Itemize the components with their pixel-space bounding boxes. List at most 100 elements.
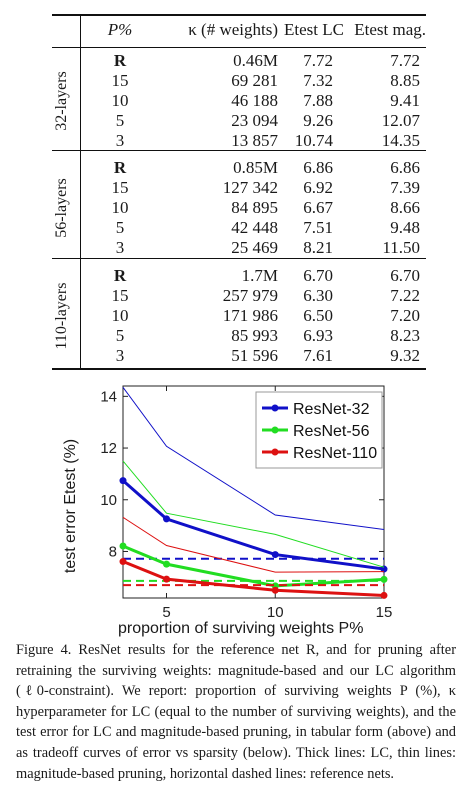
cell-etest-lc: 8.21 bbox=[303, 238, 333, 257]
cell-etest-mag: 6.70 bbox=[390, 266, 420, 285]
y-tick-label: 12 bbox=[100, 440, 117, 457]
cell-etest-mag: 8.85 bbox=[390, 71, 420, 90]
lc-point bbox=[271, 551, 279, 559]
cell-etest-lc: 6.92 bbox=[303, 178, 333, 197]
table-header-rule bbox=[52, 47, 426, 48]
cell-p: 10 bbox=[111, 91, 129, 110]
cell-etest-lc: 6.70 bbox=[303, 266, 333, 285]
x-tick-label: 10 bbox=[267, 604, 284, 621]
cell-etest-lc: 7.88 bbox=[303, 91, 333, 110]
cell-kappa: 1.7M bbox=[241, 266, 278, 285]
table-group-rule bbox=[52, 150, 426, 151]
cell-etest-lc: 7.32 bbox=[303, 71, 333, 90]
cell-etest-mag: 12.07 bbox=[381, 111, 420, 130]
figure-caption: Figure 4. ResNet results for the referen… bbox=[16, 642, 456, 782]
group-label: 32-layers bbox=[53, 71, 70, 131]
lc-point bbox=[119, 542, 127, 550]
x-axis-title: proportion of surviving weights P% bbox=[118, 620, 364, 637]
cell-kappa: 0.46M bbox=[233, 51, 278, 70]
header-etest-mag: Etest mag. bbox=[354, 20, 426, 39]
cell-etest-mag: 7.72 bbox=[390, 51, 420, 70]
cell-etest-mag: 14.35 bbox=[381, 131, 420, 150]
table-top-rule bbox=[52, 14, 426, 16]
legend-swatch-marker bbox=[271, 404, 279, 412]
chart-svg: 5 10 15 8 10 12 14 ResNet-32 ResNet-56 ResNet-110 bbox=[100, 385, 393, 621]
cell-kappa: 51 596 bbox=[231, 346, 278, 365]
cell-p: 15 bbox=[111, 178, 129, 197]
cell-p: 3 bbox=[115, 346, 125, 365]
magnitude-series-line bbox=[122, 516, 385, 573]
magnitude-series-line bbox=[122, 386, 385, 530]
cell-kappa: 171 986 bbox=[222, 306, 278, 325]
cell-etest-lc: 9.26 bbox=[303, 111, 333, 130]
lc-series-line bbox=[122, 479, 385, 571]
lc-point bbox=[163, 560, 170, 568]
cell-etest-lc: 6.86 bbox=[303, 158, 333, 177]
cell-p: 15 bbox=[111, 286, 129, 305]
cell-p: R bbox=[113, 266, 127, 285]
cell-kappa: 13 857 bbox=[231, 131, 278, 150]
plot-frame bbox=[122, 385, 385, 599]
cell-etest-mag: 6.86 bbox=[390, 158, 420, 177]
tradeoff-chart: 5 10 15 8 10 12 14 ResNet-32 ResNet-56 ResNet-110 bbox=[60, 382, 460, 642]
cell-etest-mag: 11.50 bbox=[382, 238, 420, 257]
lc-point bbox=[380, 575, 388, 583]
table-bottom-rule bbox=[52, 368, 426, 370]
y-tick-label: 14 bbox=[100, 388, 117, 405]
cell-p: 5 bbox=[115, 326, 125, 345]
cell-p: 3 bbox=[115, 238, 125, 257]
cell-etest-lc: 10.74 bbox=[294, 131, 333, 150]
lc-series-line bbox=[122, 560, 385, 597]
results-table: P% κ (# weights) Etest LC Etest mag. 32-… bbox=[0, 0, 467, 372]
cell-etest-lc: 6.30 bbox=[303, 286, 333, 305]
cell-etest-lc: 7.72 bbox=[303, 51, 333, 70]
cell-kappa: 127 342 bbox=[222, 178, 278, 197]
y-tick-label: 10 bbox=[100, 492, 117, 509]
x-tick-label: 5 bbox=[162, 604, 170, 621]
lc-point bbox=[163, 515, 170, 523]
cell-etest-mag: 9.48 bbox=[390, 218, 420, 237]
lc-point bbox=[271, 586, 279, 594]
table-column-separator bbox=[80, 14, 81, 369]
y-tick-label: 8 bbox=[109, 543, 117, 560]
header-etest-lc: Etest LC bbox=[284, 20, 344, 39]
cell-p: 5 bbox=[115, 111, 125, 130]
cell-kappa: 25 469 bbox=[231, 238, 278, 257]
lc-point bbox=[380, 591, 388, 599]
cell-etest-lc: 6.93 bbox=[303, 326, 333, 345]
cell-etest-mag: 7.20 bbox=[390, 306, 420, 325]
cell-kappa: 42 448 bbox=[231, 218, 278, 237]
cell-kappa: 84 895 bbox=[231, 198, 278, 217]
lc-point bbox=[380, 565, 388, 573]
cell-kappa: 23 094 bbox=[231, 111, 278, 130]
cell-p: 15 bbox=[111, 71, 129, 90]
cell-kappa: 0.85M bbox=[233, 158, 278, 177]
cell-p: 5 bbox=[115, 218, 125, 237]
cell-etest-mag: 7.22 bbox=[390, 286, 420, 305]
legend-label: ResNet-32 bbox=[293, 401, 370, 418]
cell-p: R bbox=[113, 158, 127, 177]
header-p: P% bbox=[107, 20, 133, 39]
cell-etest-lc: 7.51 bbox=[303, 218, 333, 237]
cell-etest-lc: 6.67 bbox=[303, 198, 333, 217]
lc-point bbox=[119, 558, 127, 566]
cell-etest-mag: 8.66 bbox=[390, 198, 420, 217]
cell-etest-mag: 9.41 bbox=[390, 91, 420, 110]
cell-etest-mag: 8.23 bbox=[390, 326, 420, 345]
cell-kappa: 69 281 bbox=[231, 71, 278, 90]
group-label: 56-layers bbox=[53, 178, 70, 238]
legend-label: ResNet-56 bbox=[293, 423, 370, 440]
lc-point bbox=[163, 575, 170, 583]
legend-swatch-marker bbox=[271, 426, 279, 434]
cell-etest-lc: 6.50 bbox=[303, 306, 333, 325]
lc-point bbox=[119, 477, 127, 485]
legend-swatch-marker bbox=[271, 448, 279, 456]
lc-series-line bbox=[122, 544, 385, 588]
cell-p: R bbox=[113, 51, 127, 70]
header-kappa: κ (# weights) bbox=[188, 20, 278, 39]
cell-etest-mag: 9.32 bbox=[390, 346, 420, 365]
table-group-rule bbox=[52, 258, 426, 259]
cell-kappa: 46 188 bbox=[231, 91, 278, 110]
x-tick-label: 15 bbox=[376, 604, 393, 621]
cell-kappa: 85 993 bbox=[231, 326, 278, 345]
